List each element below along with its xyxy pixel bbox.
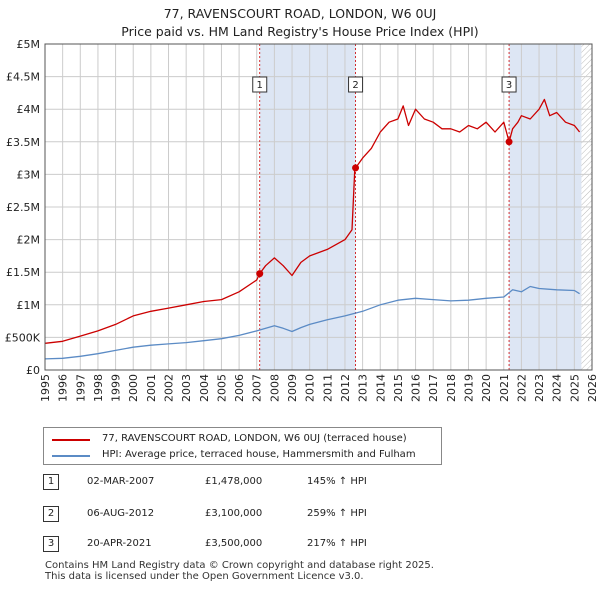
sale-date: 06-AUG-2012 [87, 508, 155, 519]
x-tick-label: 2012 [339, 374, 352, 402]
legend-label-price: 77, RAVENSCOURT ROAD, LONDON, W6 0UJ (te… [102, 433, 407, 444]
sale-price: £3,500,000 [205, 538, 263, 549]
sale-label-number: 3 [506, 80, 512, 91]
x-tick-label: 2001 [145, 374, 158, 402]
y-tick-label: £0 [26, 364, 40, 377]
x-tick-label: 2002 [163, 374, 176, 402]
sale-label-number: 2 [352, 80, 358, 91]
sale-hpi-change: 259% ↑ HPI [307, 508, 367, 519]
sale-price: £1,478,000 [205, 476, 263, 487]
footer-licence: This data is licensed under the Open Gov… [45, 571, 364, 582]
sale-hpi-change: 145% ↑ HPI [307, 476, 367, 487]
sale-number-badge: 1 [43, 474, 59, 490]
x-tick-label: 1999 [110, 374, 123, 402]
sale-point [505, 138, 513, 146]
sale-hpi-change: 217% ↑ HPI [307, 538, 367, 549]
y-tick-label: £4.5M [6, 71, 40, 84]
x-tick-label: 2019 [462, 374, 475, 402]
hpi-line [44, 285, 580, 360]
sale-label-number: 1 [257, 80, 263, 91]
x-tick-label: 2006 [233, 374, 246, 402]
x-tick-label: 1997 [74, 374, 87, 402]
y-tick-label: £2M [17, 234, 41, 247]
x-tick-label: 2022 [515, 374, 528, 402]
x-tick-label: 2018 [445, 374, 458, 402]
x-tick-label: 2013 [357, 374, 370, 402]
y-tick-label: £5M [17, 38, 41, 51]
x-tick-label: 2014 [374, 374, 387, 402]
chart-legend: 77, RAVENSCOURT ROAD, LONDON, W6 0UJ (te… [43, 427, 442, 465]
sale-row: 1 02-MAR-2007 £1,478,000 145% ↑ HPI [43, 474, 443, 494]
x-tick-label: 2010 [304, 374, 317, 402]
x-tick-label: 2026 [586, 374, 599, 402]
price-paid-line [44, 98, 581, 344]
chart-title-line-2: Price paid vs. HM Land Registry's House … [121, 24, 479, 39]
sale-number-badge: 2 [43, 506, 59, 522]
sale-label-box [252, 76, 268, 93]
x-tick-label: 2007 [251, 374, 264, 402]
plot-frame [44, 43, 593, 371]
sale-price: £3,100,000 [205, 508, 263, 519]
x-tick-label: 2025 [568, 374, 581, 402]
x-tick-label: 2003 [180, 374, 193, 402]
y-tick-label: £4M [17, 103, 41, 116]
x-tick-label: 2005 [215, 374, 228, 402]
x-tick-label: 1998 [92, 374, 105, 402]
x-tick-label: 2024 [551, 374, 564, 402]
x-tick-label: 2016 [410, 374, 423, 402]
x-tick-label: 2021 [498, 374, 511, 402]
sale-point [352, 164, 360, 172]
y-tick-label: £1.5M [6, 266, 40, 279]
sale-row: 2 06-AUG-2012 £3,100,000 259% ↑ HPI [43, 506, 443, 526]
sale-label-box [348, 76, 364, 93]
x-tick-label: 2009 [286, 374, 299, 402]
sale-row: 3 20-APR-2021 £3,500,000 217% ↑ HPI [43, 536, 443, 556]
sale-date: 02-MAR-2007 [87, 476, 155, 487]
x-tick-label: 2017 [427, 374, 440, 402]
x-tick-label: 2011 [321, 374, 334, 402]
x-tick-label: 2020 [480, 374, 493, 402]
x-tick-label: 2000 [127, 374, 140, 402]
y-tick-label: £3M [17, 168, 41, 181]
chart-title-line-1: 77, RAVENSCOURT ROAD, LONDON, W6 0UJ [163, 6, 437, 21]
legend-swatch-hpi [52, 455, 90, 457]
footer-attribution: Contains HM Land Registry data © Crown c… [45, 560, 434, 582]
y-tick-label: £3.5M [6, 136, 40, 149]
footer-copyright: Contains HM Land Registry data © Crown c… [45, 560, 434, 571]
x-tick-label: 2004 [198, 374, 211, 402]
y-tick-label: £500K [5, 331, 41, 344]
sale-number-badge: 3 [43, 536, 59, 552]
legend-label-hpi: HPI: Average price, terraced house, Hamm… [102, 449, 416, 460]
sale-label-box [501, 76, 517, 93]
sale-point [256, 270, 264, 278]
y-tick-label: £1M [17, 299, 41, 312]
price-chart: £0 £500K £1M £1.5M £2M £2.5M £3M £3.5M £4M £4.5M £… [5, 38, 599, 402]
x-tick-label: 2008 [268, 374, 281, 402]
x-tick-label: 2023 [533, 374, 546, 402]
x-tick-label: 2015 [392, 374, 405, 402]
x-tick-label: 1995 [39, 374, 52, 402]
legend-swatch-price [52, 439, 90, 441]
x-tick-label: 1996 [57, 374, 70, 402]
y-tick-label: £2.5M [6, 201, 40, 214]
sale-date: 20-APR-2021 [87, 538, 152, 549]
